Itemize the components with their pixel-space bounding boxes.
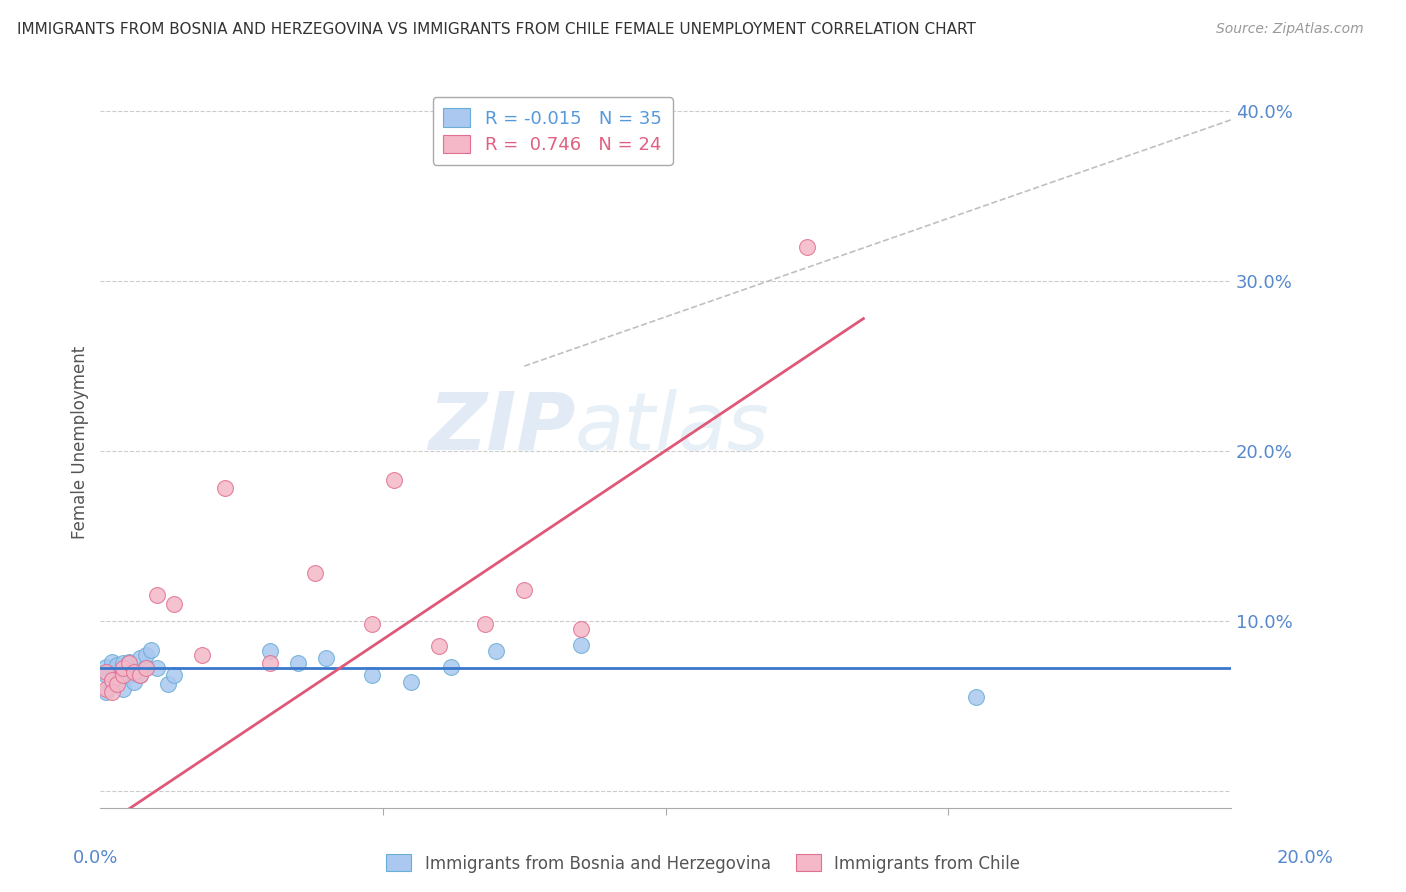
Point — [111, 666, 134, 681]
Legend: R = -0.015   N = 35, R =  0.746   N = 24: R = -0.015 N = 35, R = 0.746 N = 24 — [433, 97, 672, 165]
Point — [966, 690, 988, 705]
Point — [122, 675, 145, 690]
Point — [135, 659, 157, 673]
Point — [146, 661, 169, 675]
Text: ZIP: ZIP — [427, 389, 575, 467]
Point — [129, 651, 152, 665]
Point — [129, 668, 152, 682]
Point — [382, 473, 405, 487]
Point — [214, 482, 236, 496]
Point — [122, 665, 145, 679]
Point — [360, 668, 382, 682]
Point — [474, 617, 496, 632]
Point — [135, 648, 157, 662]
Y-axis label: Female Unemployment: Female Unemployment — [72, 346, 89, 539]
Point — [157, 676, 180, 690]
Point — [105, 673, 128, 688]
Point — [100, 661, 122, 675]
Point — [117, 659, 139, 673]
Point — [796, 240, 818, 254]
Point — [94, 681, 117, 696]
Point — [100, 685, 122, 699]
Point — [259, 657, 281, 671]
Point — [100, 678, 122, 692]
Point — [111, 681, 134, 696]
Text: atlas: atlas — [575, 389, 770, 467]
Text: Source: ZipAtlas.com: Source: ZipAtlas.com — [1216, 22, 1364, 37]
Point — [569, 623, 592, 637]
Point — [287, 657, 309, 671]
Point — [117, 655, 139, 669]
Point — [304, 566, 326, 581]
Point — [163, 668, 186, 682]
Point — [129, 668, 152, 682]
Point — [111, 657, 134, 671]
Legend: Immigrants from Bosnia and Herzegovina, Immigrants from Chile: Immigrants from Bosnia and Herzegovina, … — [380, 847, 1026, 880]
Point — [485, 644, 508, 658]
Point — [399, 675, 422, 690]
Point — [429, 640, 451, 654]
Point — [105, 676, 128, 690]
Point — [569, 638, 592, 652]
Point — [111, 661, 134, 675]
Point — [513, 583, 536, 598]
Point — [105, 657, 128, 672]
Point — [163, 597, 186, 611]
Point — [122, 663, 145, 677]
Point — [94, 659, 117, 673]
Point — [259, 644, 281, 658]
Point — [141, 642, 163, 657]
Point — [100, 655, 122, 669]
Point — [94, 685, 117, 699]
Point — [440, 659, 463, 673]
Text: 20.0%: 20.0% — [1277, 849, 1333, 867]
Text: 0.0%: 0.0% — [73, 849, 118, 867]
Point — [135, 661, 157, 675]
Point — [94, 665, 117, 679]
Point — [117, 657, 139, 671]
Point — [146, 588, 169, 602]
Point — [105, 665, 128, 679]
Point — [100, 673, 122, 688]
Point — [100, 672, 122, 686]
Point — [94, 668, 117, 682]
Point — [315, 651, 337, 665]
Point — [191, 648, 214, 662]
Point — [117, 668, 139, 682]
Point — [360, 617, 382, 632]
Point — [111, 668, 134, 682]
Text: IMMIGRANTS FROM BOSNIA AND HERZEGOVINA VS IMMIGRANTS FROM CHILE FEMALE UNEMPLOYM: IMMIGRANTS FROM BOSNIA AND HERZEGOVINA V… — [17, 22, 976, 37]
